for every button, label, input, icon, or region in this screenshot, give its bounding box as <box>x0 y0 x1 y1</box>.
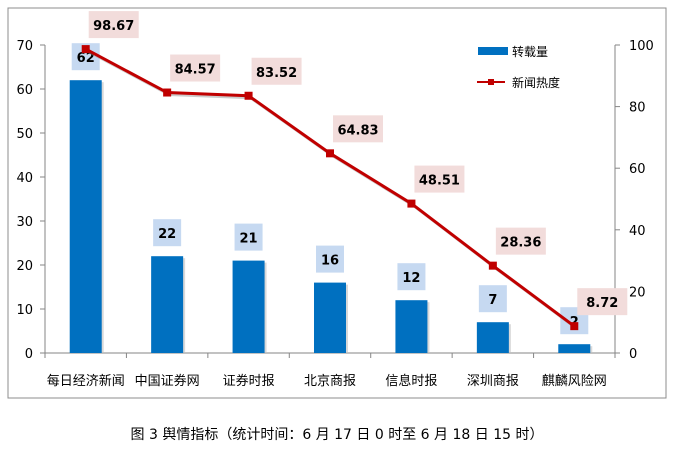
bar-data-label: 7 <box>488 293 497 308</box>
left-tick-label: 0 <box>25 347 33 362</box>
line-data-label: 98.67 <box>93 19 134 34</box>
figure-caption: 图 3 舆情指标（统计时间：6 月 17 日 0 时至 6 月 18 日 15 … <box>130 427 544 443</box>
line-data-label: 8.72 <box>586 296 618 311</box>
bar <box>69 80 102 353</box>
line-label-box <box>251 57 302 85</box>
line-label-box <box>495 227 546 255</box>
bar-label-box <box>234 223 263 251</box>
line-label-box <box>170 54 221 82</box>
line-data-label: 48.51 <box>419 174 460 189</box>
right-tick-label: 0 <box>629 347 637 362</box>
bar <box>232 260 265 353</box>
bar-label-box <box>316 245 344 273</box>
bar-data-label: 12 <box>402 271 420 286</box>
line-marker <box>407 199 416 208</box>
left-tick-label: 60 <box>16 83 33 98</box>
bar-label-box <box>397 263 426 291</box>
left-tick-label: 20 <box>16 259 33 274</box>
bar <box>395 300 428 353</box>
line-label-box <box>333 115 383 143</box>
bar <box>558 344 591 353</box>
right-tick-label: 60 <box>629 162 646 177</box>
line-data-label: 64.83 <box>337 123 378 138</box>
line-data-label: 84.57 <box>175 63 216 78</box>
right-tick-label: 80 <box>629 101 646 116</box>
x-tick-label: 北京商报 <box>304 374 356 389</box>
left-tick-label: 40 <box>16 171 33 186</box>
legend-bar-swatch <box>478 47 508 55</box>
line-label-box <box>414 165 465 193</box>
left-tick-label: 70 <box>16 39 33 54</box>
x-tick-label: 中国证券网 <box>135 373 200 389</box>
line-marker <box>326 149 334 158</box>
left-tick-label: 50 <box>16 127 33 142</box>
chart: 0 10 20 30 40 50 60 70 0 20 40 60 80 100 每日经济新闻 62 中国证券网… <box>7 7 667 399</box>
line-label-box <box>577 288 628 316</box>
x-tick-label: 深圳商报 <box>467 374 519 389</box>
bar-data-label: 22 <box>158 227 176 242</box>
line-marker <box>163 88 172 97</box>
line-marker <box>244 91 253 100</box>
x-tick-label: 信息时报 <box>385 373 437 389</box>
bar-data-label: 62 <box>77 51 95 66</box>
x-tick-label: 每日经济新闻 <box>47 373 125 389</box>
bar-label-box <box>478 285 507 313</box>
right-tick-label: 100 <box>629 39 654 54</box>
legend-bar-label: 转载量 <box>512 44 548 59</box>
bar <box>151 256 184 353</box>
right-tick-label: 20 <box>629 285 646 300</box>
bar-data-label: 16 <box>321 254 339 269</box>
legend-line-marker <box>488 79 494 85</box>
line-marker <box>81 45 90 54</box>
right-tick-label: 40 <box>629 224 646 239</box>
x-tick-label: 麒麟风险网 <box>542 373 607 389</box>
line-data-label: 28.36 <box>500 236 541 251</box>
bar-data-label: 21 <box>240 232 258 247</box>
bar <box>314 282 346 353</box>
legend-line-label: 新闻热度 <box>512 75 560 90</box>
bar-label-box <box>153 219 182 247</box>
bar <box>476 322 509 353</box>
left-tick-label: 10 <box>16 303 33 318</box>
line-marker <box>570 322 579 331</box>
x-tick-label: 证券时报 <box>223 373 275 389</box>
line-data-label: 83.52 <box>256 66 297 81</box>
line-marker <box>488 261 497 270</box>
line-label-box <box>88 11 139 39</box>
left-tick-label: 30 <box>16 215 33 230</box>
